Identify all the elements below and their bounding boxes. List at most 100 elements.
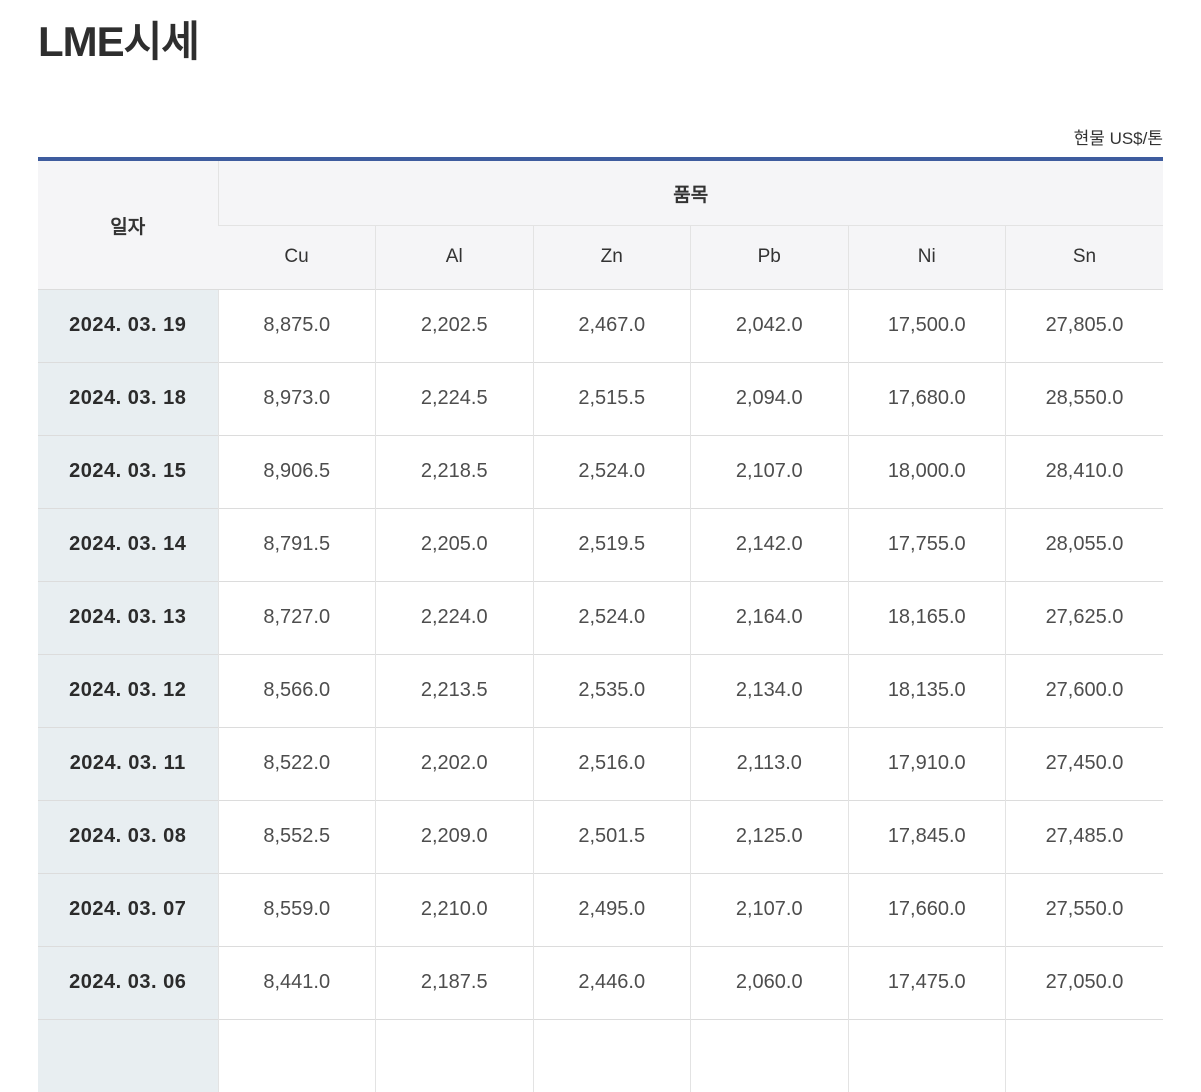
- page-title: LME시세: [38, 18, 200, 65]
- price-cell-ni: 18,165.0: [847, 580, 1006, 655]
- price-cell-ni: 17,660.0: [847, 872, 1006, 947]
- price-cell-cu: 8,441.0: [217, 945, 376, 1020]
- price-cell-cu: 8,973.0: [217, 361, 376, 436]
- price-cell-ni: 17,475.0: [847, 945, 1006, 1020]
- price-cell-zn: 2,524.0: [532, 434, 691, 509]
- column-header-ni: Ni: [847, 224, 1006, 290]
- price-cell-cu: 8,559.0: [217, 872, 376, 947]
- date-cell: 2024. 03. 06: [38, 945, 218, 1020]
- price-cell-sn: 28,055.0: [1005, 507, 1163, 582]
- price-cell-pb: 2,142.0: [690, 507, 848, 582]
- price-cell-al: 2,224.5: [375, 361, 533, 436]
- price-cell-pb: 2,042.0: [690, 288, 848, 363]
- column-header-cu: Cu: [218, 224, 376, 290]
- price-cell-al: 2,209.0: [375, 799, 533, 874]
- price-cell-sn: 27,450.0: [1005, 726, 1163, 801]
- price-cell-al: 2,202.0: [375, 726, 533, 801]
- table-row: 2024. 03. 06 8,441.0 2,187.5 2,446.0 2,060.0…: [38, 945, 1163, 1020]
- item-group-header: 품목: [217, 159, 1163, 226]
- date-column-header: 일자: [38, 159, 218, 290]
- price-cell-sn: 27,600.0: [1005, 653, 1163, 728]
- table-row-partial: [38, 1018, 1163, 1092]
- table-row: 2024. 03. 12 8,566.0 2,213.5 2,535.0 2,134.0…: [38, 653, 1163, 728]
- price-cell-cu: 8,566.0: [217, 653, 376, 728]
- price-cell-cu: 8,552.5: [217, 799, 376, 874]
- price-cell: [532, 1018, 691, 1092]
- column-header-sn: Sn: [1005, 224, 1163, 290]
- date-cell: 2024. 03. 18: [38, 361, 218, 436]
- price-cell-ni: 17,680.0: [847, 361, 1006, 436]
- column-header-zn: Zn: [532, 224, 691, 290]
- table-row: 2024. 03. 15 8,906.5 2,218.5 2,524.0 2,107.0…: [38, 434, 1163, 509]
- price-cell-al: 2,187.5: [375, 945, 533, 1020]
- price-cell: [217, 1018, 376, 1092]
- price-cell-ni: 18,135.0: [847, 653, 1006, 728]
- price-cell-al: 2,213.5: [375, 653, 533, 728]
- table-row: 2024. 03. 19 8,875.0 2,202.5 2,467.0 2,042.0…: [38, 288, 1163, 363]
- price-cell-al: 2,202.5: [375, 288, 533, 363]
- price-cell-cu: 8,727.0: [217, 580, 376, 655]
- table-header: 일자 품목 Cu Al Zn Pb Ni Sn: [38, 159, 1163, 290]
- table-row: 2024. 03. 08 8,552.5 2,209.0 2,501.5 2,125.0…: [38, 799, 1163, 874]
- lme-price-table: 일자 품목 Cu Al Zn Pb Ni Sn 2024. 03. 19 8,875.0 2,…: [38, 157, 1163, 1092]
- price-cell-zn: 2,535.0: [532, 653, 691, 728]
- table-row: 2024. 03. 18 8,973.0 2,224.5 2,515.5 2,094.0…: [38, 361, 1163, 436]
- price-cell-sn: 27,485.0: [1005, 799, 1163, 874]
- price-cell-zn: 2,467.0: [532, 288, 691, 363]
- price-cell-cu: 8,875.0: [217, 288, 376, 363]
- price-cell-sn: 27,050.0: [1005, 945, 1163, 1020]
- column-header-al: Al: [375, 224, 533, 290]
- date-cell: 2024. 03. 08: [38, 799, 218, 874]
- date-cell: 2024. 03. 19: [38, 288, 218, 363]
- price-cell-pb: 2,060.0: [690, 945, 848, 1020]
- price-cell-sn: 28,410.0: [1005, 434, 1163, 509]
- date-cell: 2024. 03. 14: [38, 507, 218, 582]
- column-header-pb: Pb: [690, 224, 848, 290]
- unit-label: 현물 US$/톤: [1073, 129, 1163, 149]
- price-cell-pb: 2,107.0: [690, 872, 848, 947]
- price-cell-cu: 8,906.5: [217, 434, 376, 509]
- date-cell: 2024. 03. 11: [38, 726, 218, 801]
- price-cell-zn: 2,501.5: [532, 799, 691, 874]
- table-row: 2024. 03. 11 8,522.0 2,202.0 2,516.0 2,113.0…: [38, 726, 1163, 801]
- price-cell-zn: 2,495.0: [532, 872, 691, 947]
- price-cell-zn: 2,516.0: [532, 726, 691, 801]
- date-cell: 2024. 03. 15: [38, 434, 218, 509]
- price-cell-sn: 28,550.0: [1005, 361, 1163, 436]
- price-cell-pb: 2,125.0: [690, 799, 848, 874]
- price-cell: [375, 1018, 533, 1092]
- price-cell-pb: 2,164.0: [690, 580, 848, 655]
- price-cell-al: 2,210.0: [375, 872, 533, 947]
- price-cell-ni: 17,910.0: [847, 726, 1006, 801]
- price-cell-ni: 17,500.0: [847, 288, 1006, 363]
- table-body: 2024. 03. 19 8,875.0 2,202.5 2,467.0 2,042.0…: [38, 288, 1163, 1092]
- price-cell-pb: 2,113.0: [690, 726, 848, 801]
- price-cell-sn: 27,625.0: [1005, 580, 1163, 655]
- price-cell-pb: 2,107.0: [690, 434, 848, 509]
- price-cell-zn: 2,524.0: [532, 580, 691, 655]
- price-cell-zn: 2,515.5: [532, 361, 691, 436]
- date-cell: 2024. 03. 12: [38, 653, 218, 728]
- price-cell-al: 2,218.5: [375, 434, 533, 509]
- date-cell: 2024. 03. 07: [38, 872, 218, 947]
- page-container: LME시세 현물 US$/톤 일자 품목 Cu Al Zn Pb Ni Sn 2024. …: [0, 18, 1201, 1092]
- date-cell: [38, 1018, 218, 1092]
- price-cell-ni: 18,000.0: [847, 434, 1006, 509]
- date-cell: 2024. 03. 13: [38, 580, 218, 655]
- price-cell: [1005, 1018, 1163, 1092]
- price-cell-sn: 27,805.0: [1005, 288, 1163, 363]
- table-row: 2024. 03. 14 8,791.5 2,205.0 2,519.5 2,142.0…: [38, 507, 1163, 582]
- header-columns-row: Cu Al Zn Pb Ni Sn: [38, 224, 1163, 290]
- price-cell-pb: 2,134.0: [690, 653, 848, 728]
- price-cell-ni: 17,845.0: [847, 799, 1006, 874]
- price-cell-cu: 8,522.0: [217, 726, 376, 801]
- price-cell: [847, 1018, 1006, 1092]
- price-cell-zn: 2,519.5: [532, 507, 691, 582]
- price-cell-sn: 27,550.0: [1005, 872, 1163, 947]
- price-cell-pb: 2,094.0: [690, 361, 848, 436]
- price-cell-cu: 8,791.5: [217, 507, 376, 582]
- price-cell: [690, 1018, 848, 1092]
- table-row: 2024. 03. 13 8,727.0 2,224.0 2,524.0 2,164.0…: [38, 580, 1163, 655]
- price-cell-ni: 17,755.0: [847, 507, 1006, 582]
- header-group-row: 일자 품목: [38, 159, 1163, 290]
